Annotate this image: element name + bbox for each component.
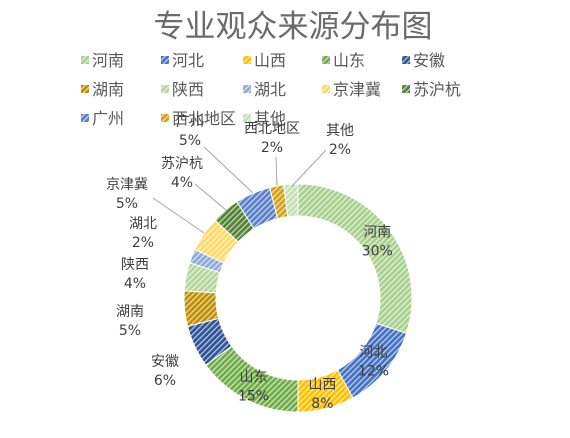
data-label-category: 河南 xyxy=(363,224,391,240)
data-label: 山西 8% xyxy=(308,377,336,412)
data-label-category: 湖北 xyxy=(129,216,157,232)
data-label: 湖南 5% xyxy=(116,304,144,339)
legend-label: 京津冀 xyxy=(333,80,381,99)
legend-marker xyxy=(81,114,89,122)
legend-label: 湖北 xyxy=(254,80,286,99)
data-labels: 河南 30% 河北 12% 山西 8% 山东 15% 安徽 6% 湖南 5% 陕西 4% 湖北 2% 京津冀 5%… xyxy=(106,114,393,412)
legend-label: 广州 xyxy=(92,109,124,128)
data-label-value: 2% xyxy=(329,142,351,158)
legend-marker xyxy=(161,85,169,93)
data-label-category: 陕西 xyxy=(121,257,149,273)
legend-marker xyxy=(243,56,251,64)
legend-marker xyxy=(322,56,330,64)
data-label-value: 8% xyxy=(311,396,333,412)
data-label-value: 15% xyxy=(238,388,269,404)
legend-label: 湖南 xyxy=(92,80,124,99)
legend-item: 湖北 xyxy=(243,80,286,99)
data-label-value: 2% xyxy=(132,235,154,251)
data-label-value: 6% xyxy=(154,373,176,389)
legend-marker xyxy=(243,85,251,93)
legend-label: 山西 xyxy=(254,51,286,70)
legend-marker xyxy=(81,85,89,93)
legend-item: 苏沪杭 xyxy=(402,80,461,99)
data-label: 安徽 6% xyxy=(151,354,179,389)
data-label-value: 5% xyxy=(179,133,201,149)
legend-item: 陕西 xyxy=(161,80,204,99)
legend-item: 河北 xyxy=(161,51,204,70)
data-label-category: 京津冀 xyxy=(106,177,148,193)
legend-label: 其他 xyxy=(254,109,286,128)
data-label-value: 2% xyxy=(261,140,283,156)
data-label-category: 山西 xyxy=(308,377,336,393)
leader-line xyxy=(194,183,228,212)
data-label-value: 5% xyxy=(116,196,138,212)
data-label-category: 河北 xyxy=(360,344,388,360)
legend-label: 河南 xyxy=(92,51,124,70)
legend-item: 广州 xyxy=(81,109,124,128)
legend-label: 山东 xyxy=(333,51,365,70)
donut-ring xyxy=(183,183,413,413)
leader-line xyxy=(291,149,327,187)
data-label: 广州 5% xyxy=(176,114,204,149)
leader-line xyxy=(152,197,205,234)
data-label: 湖北 2% xyxy=(129,216,157,251)
data-label-value: 4% xyxy=(171,175,193,191)
legend-item: 京津冀 xyxy=(322,80,381,99)
legend-marker xyxy=(161,56,169,64)
legend-marker xyxy=(322,85,330,93)
data-label: 陕西 4% xyxy=(121,257,149,292)
data-label-value: 30% xyxy=(362,243,393,259)
legend-item: 山东 xyxy=(322,51,365,70)
legend-marker xyxy=(161,114,169,122)
legend-label: 安徽 xyxy=(413,51,445,70)
legend-item: 西北地区 xyxy=(161,109,236,128)
legend-item: 安徽 xyxy=(402,51,445,70)
leader-line xyxy=(203,146,254,194)
legend-label: 西北地区 xyxy=(172,109,236,128)
data-label-category: 苏沪杭 xyxy=(161,156,203,172)
data-label-category: 安徽 xyxy=(151,354,179,370)
data-label: 京津冀 5% xyxy=(106,177,148,212)
data-label: 河北 12% xyxy=(358,344,389,379)
legend-item: 山西 xyxy=(243,51,286,70)
data-label: 苏沪杭 4% xyxy=(161,156,203,191)
data-label-category: 西北地区 xyxy=(244,121,300,137)
legend-label: 苏沪杭 xyxy=(413,80,461,99)
legend-label: 河北 xyxy=(172,51,204,70)
data-label-category: 山东 xyxy=(240,369,268,385)
leader-line xyxy=(275,156,278,187)
data-label-value: 5% xyxy=(119,323,141,339)
data-label: 西北地区 2% xyxy=(244,121,300,156)
donut-slice xyxy=(283,183,299,218)
leader-lines xyxy=(152,146,327,234)
data-label-value: 4% xyxy=(124,276,146,292)
data-label-category: 其他 xyxy=(326,123,354,139)
data-label-category: 广州 xyxy=(176,114,204,130)
data-label-category: 湖南 xyxy=(116,304,144,320)
legend-marker xyxy=(402,56,410,64)
legend-label: 陕西 xyxy=(172,80,204,99)
chart-title: 专业观众来源分布图 xyxy=(154,9,433,45)
data-label-value: 12% xyxy=(358,363,389,379)
data-label: 其他 2% xyxy=(326,123,354,158)
legend-item: 湖南 xyxy=(81,80,124,99)
legend-item: 河南 xyxy=(81,51,124,70)
data-label: 河南 30% xyxy=(362,224,393,259)
legend-marker xyxy=(243,114,251,122)
legend-item: 其他 xyxy=(243,109,286,128)
legend-marker xyxy=(81,56,89,64)
legend-marker xyxy=(402,85,410,93)
data-label: 山东 15% xyxy=(238,369,269,404)
